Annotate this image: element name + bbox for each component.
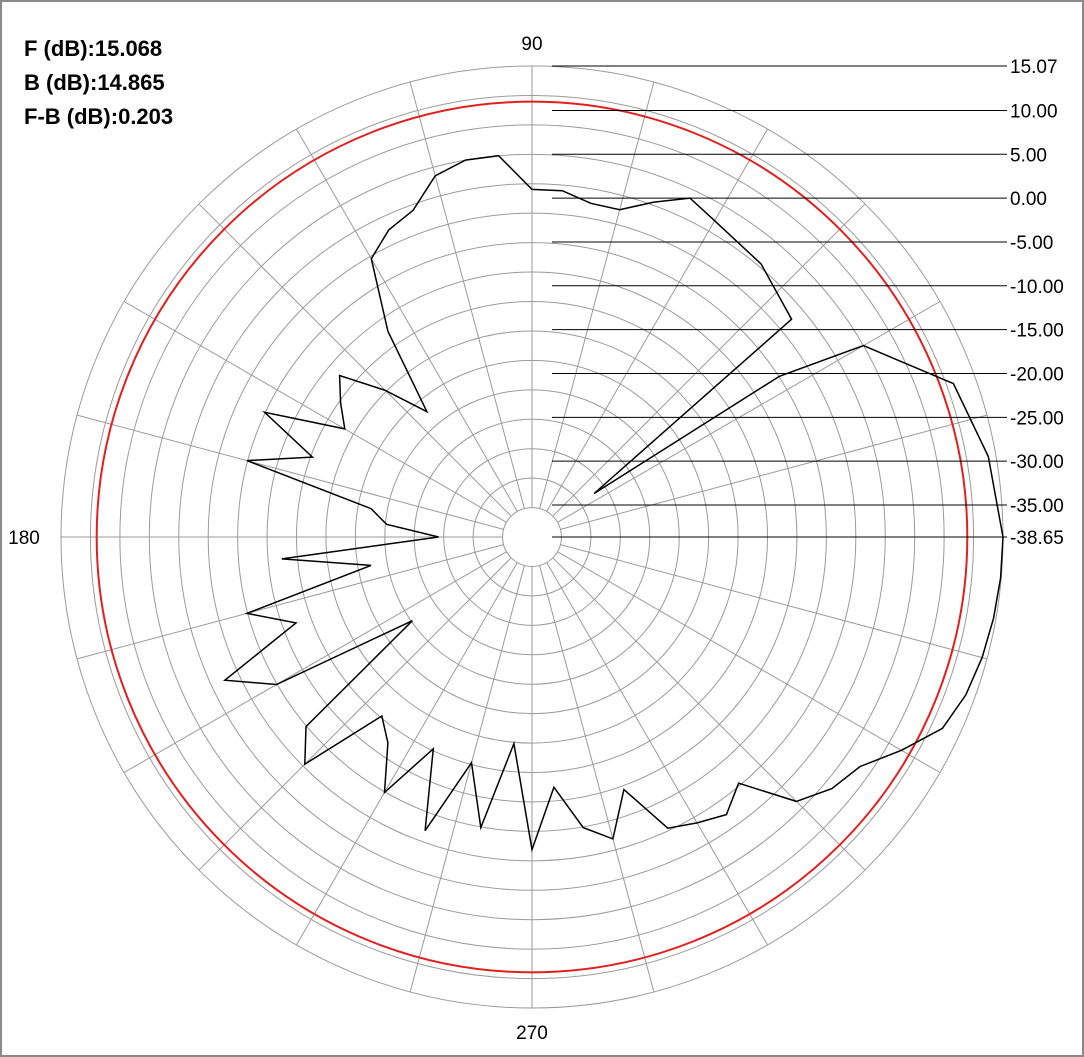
grid-spoke	[539, 565, 655, 993]
grid-spoke	[552, 203, 866, 517]
grid-spoke	[557, 551, 941, 773]
front-back-ratio-readout: F-B (dB):0.203	[24, 104, 174, 129]
grid-spokes	[61, 66, 1003, 1008]
angle-label: 270	[516, 1023, 548, 1044]
grid-spoke	[546, 562, 768, 946]
radial-scale-label: 15.07	[1010, 57, 1058, 78]
angle-label: 180	[8, 528, 40, 549]
radial-scale-label: -5.00	[1010, 233, 1053, 254]
grid-spoke	[557, 301, 941, 523]
radial-scale-label: -25.00	[1010, 408, 1064, 429]
angle-label: 90	[521, 34, 542, 55]
grid-spoke	[539, 81, 655, 509]
radial-scale-label: 10.00	[1010, 101, 1058, 122]
grid-spoke	[560, 414, 988, 530]
grid-spoke	[296, 128, 518, 512]
grid-spoke	[546, 128, 768, 512]
radial-scale-labels: 15.07 10.00 5.00 0.00 -5.00 -10.00 -15.00 -20.0…	[1010, 57, 1064, 549]
radial-scale-label: -38.65	[1010, 528, 1064, 549]
series-layer	[222, 154, 1004, 853]
grid-spoke	[409, 81, 525, 509]
grid-spoke	[123, 301, 507, 523]
pattern-series-line	[222, 154, 1004, 853]
grid-spoke	[296, 562, 518, 946]
radial-scale-label: -35.00	[1010, 496, 1064, 517]
radial-scale-label: -20.00	[1010, 364, 1064, 385]
grid-spoke	[123, 551, 507, 773]
radial-scale-label: -30.00	[1010, 452, 1064, 473]
grid-spoke	[198, 203, 512, 517]
back-gain-readout: B (dB):14.865	[24, 70, 165, 95]
grid-spoke	[560, 544, 988, 660]
radial-scale-label: 0.00	[1010, 189, 1047, 210]
angle-labels: 90 180 270	[8, 34, 548, 1044]
stats-readout: F (dB):15.068 B (dB):14.865 F-B (dB):0.2…	[24, 32, 173, 134]
grid-spoke	[198, 557, 512, 871]
radial-scale-label: -10.00	[1010, 277, 1064, 298]
grid-spoke	[76, 544, 504, 660]
grid-spoke	[552, 557, 866, 871]
grid-spoke	[409, 565, 525, 993]
grid-spoke	[76, 414, 504, 530]
radial-scale-label: -15.00	[1010, 321, 1064, 342]
radial-scale-label: 5.00	[1010, 145, 1047, 166]
front-gain-readout: F (dB):15.068	[24, 36, 163, 61]
